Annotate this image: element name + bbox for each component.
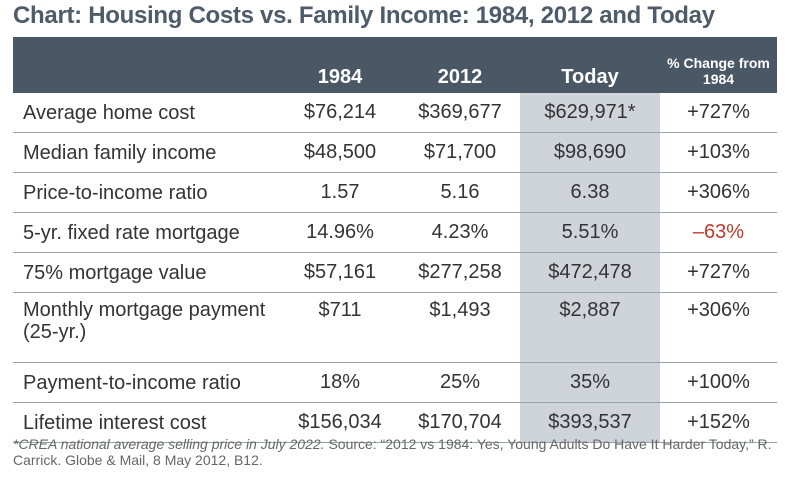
footnote-source: Source: “2012 vs 1984: Yes, Young Adults… [13, 436, 772, 468]
table-row: Lifetime interest cost $156,034 $170,704 $3… [13, 402, 777, 443]
table-cell: –63% [660, 212, 777, 253]
row-label: Average home cost [13, 93, 280, 133]
row-label: 75% mortgage value [13, 252, 280, 293]
table-cell: 4.23% [400, 212, 520, 253]
table-cell: $393,537 [520, 402, 660, 443]
footnote-note: *CREA national average selling price in … [13, 436, 325, 452]
table-cell: $711 [280, 292, 400, 363]
table-cell: $57,161 [280, 252, 400, 293]
row-label: Monthly mortgage payment (25-yr.) [13, 292, 280, 363]
table-cell: 1.57 [280, 172, 400, 213]
table-cell: $369,677 [400, 93, 520, 133]
table-row: Monthly mortgage payment (25-yr.) $711 $1,… [13, 292, 777, 363]
table-row: Average home cost $76,214 $369,677 $629,971… [13, 93, 777, 133]
table-cell: 5.16 [400, 172, 520, 213]
table-cell: $1,493 [400, 292, 520, 363]
row-label: Lifetime interest cost [13, 402, 280, 443]
table-cell: $472,478 [520, 252, 660, 293]
row-label: Payment-to-income ratio [13, 362, 280, 403]
table-cell: +306% [660, 292, 777, 363]
table-cell: +306% [660, 172, 777, 213]
table-cell: $98,690 [520, 132, 660, 173]
table-cell: $71,700 [400, 132, 520, 173]
table-cell: 35% [520, 362, 660, 403]
footnote: *CREA national average selling price in … [13, 436, 773, 468]
table-row: 5-yr. fixed rate mortgage 14.96% 4.23% 5.51… [13, 212, 777, 253]
table-cell: 5.51% [520, 212, 660, 253]
table-cell: 6.38 [520, 172, 660, 213]
table-cell: $2,887 [520, 292, 660, 363]
table-cell: $76,214 [280, 93, 400, 133]
table-cell: $170,704 [400, 402, 520, 443]
table-cell: +727% [660, 252, 777, 293]
row-label: 5-yr. fixed rate mortgage [13, 212, 280, 253]
header-cell: 2012 [400, 37, 520, 93]
table-cell: $156,034 [280, 402, 400, 443]
table-cell: +100% [660, 362, 777, 403]
table-cell: +103% [660, 132, 777, 173]
table-cell: $277,258 [400, 252, 520, 293]
table-body: Average home cost $76,214 $369,677 $629,971… [13, 93, 777, 443]
title: Chart: Housing Costs vs. Family Income: … [13, 2, 715, 29]
table-cell: 18% [280, 362, 400, 403]
table-cell: 25% [400, 362, 520, 403]
table-row: Price-to-income ratio 1.57 5.16 6.38 +306% [13, 172, 777, 213]
table-row: Payment-to-income ratio 18% 25% 35% +100% [13, 362, 777, 403]
table-cell: 14.96% [280, 212, 400, 253]
header-row: 1984 2012 Today% Change from 1984 [13, 37, 777, 93]
row-label: Median family income [13, 132, 280, 173]
table-cell: +727% [660, 93, 777, 133]
row-label: Price-to-income ratio [13, 172, 280, 213]
header-cell: % Change from 1984 [660, 37, 777, 93]
table-cell: $629,971* [520, 93, 660, 133]
table-cell: +152% [660, 402, 777, 443]
table-cell: $48,500 [280, 132, 400, 173]
table-row: Median family income $48,500 $71,700 $98,69… [13, 132, 777, 173]
header-cell [13, 37, 280, 93]
table-row: 75% mortgage value $57,161 $277,258 $472,47… [13, 252, 777, 293]
header-cell: 1984 [280, 37, 400, 93]
header-cell: Today [520, 37, 660, 93]
table: 1984 2012 Today% Change from 1984 Average … [13, 37, 777, 443]
